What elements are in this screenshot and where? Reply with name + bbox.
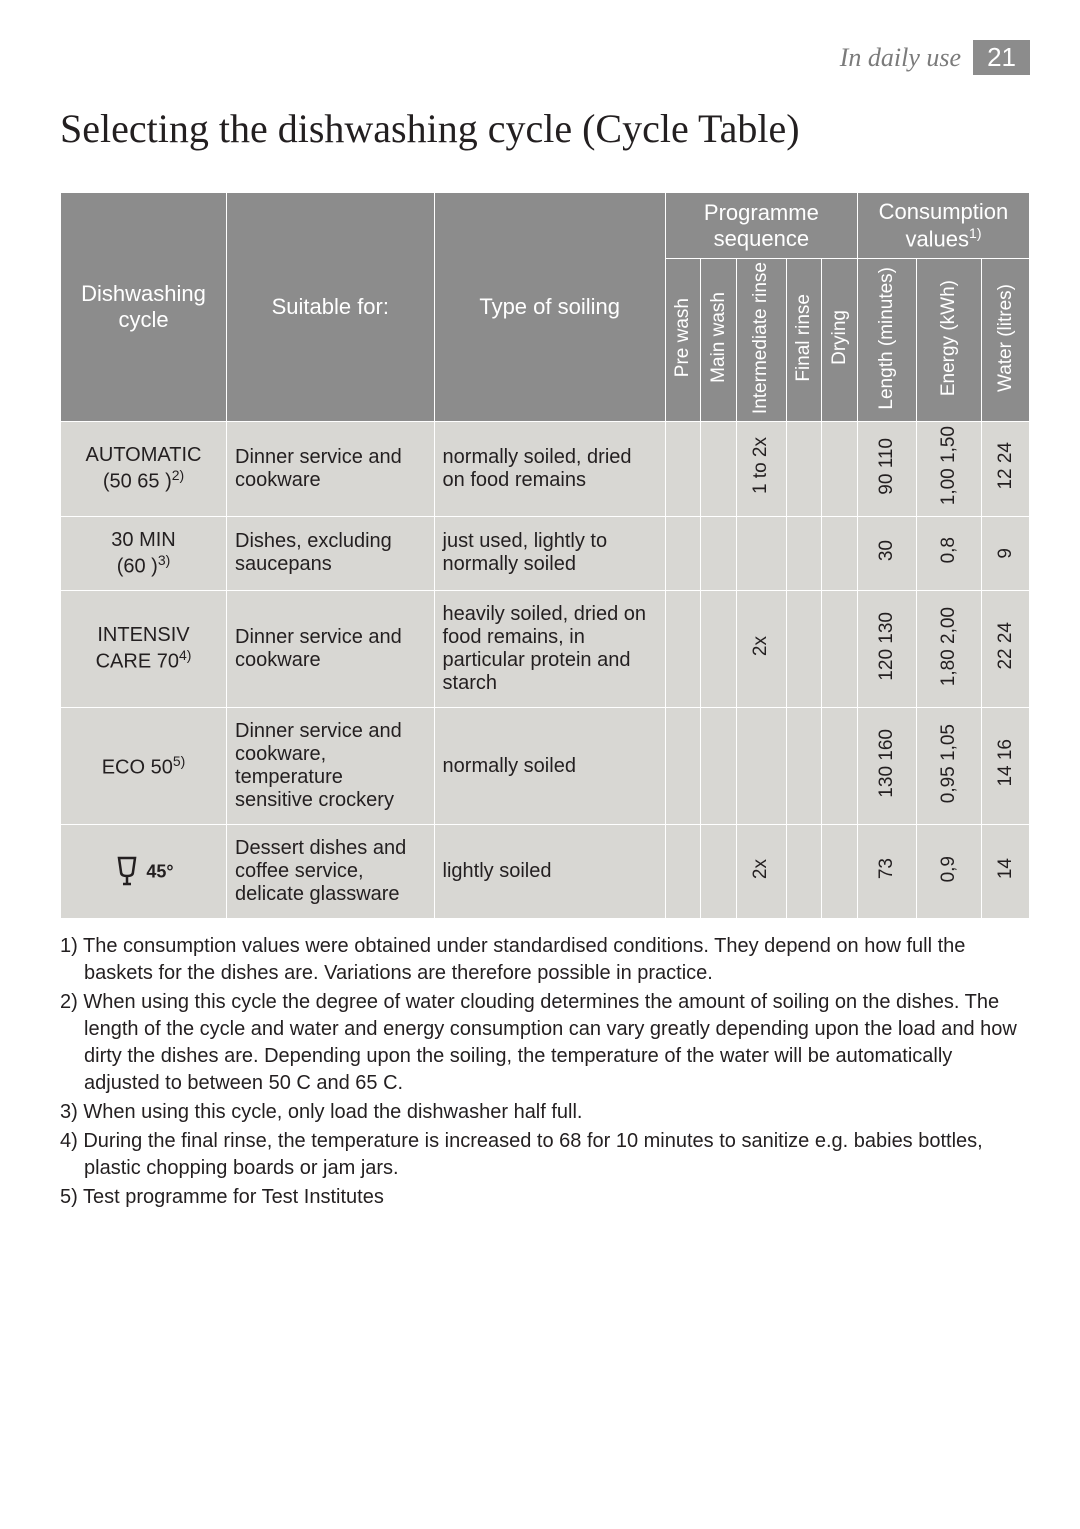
- table-row: ECO 505)Dinner service and cookware, tem…: [61, 708, 1030, 825]
- length-cell: 90 110: [857, 422, 916, 516]
- col-final-rinse: Final rinse: [786, 259, 822, 422]
- water-cell: 9: [982, 516, 1030, 591]
- soiling-cell: normally soiled: [434, 708, 665, 825]
- soiling-cell: lightly soiled: [434, 825, 665, 919]
- cycle-table: Dishwashing cycle Suitable for: Type of …: [60, 192, 1030, 919]
- cycle-cell: 30 MIN(60 )3): [61, 516, 227, 591]
- length-cell: 73: [857, 825, 916, 919]
- page-header: In daily use 21: [60, 40, 1030, 75]
- cycle-cell: 45°: [61, 825, 227, 919]
- seq-cell: [736, 516, 786, 591]
- energy-cell: 0,9: [917, 825, 982, 919]
- water-cell: 22 24: [982, 591, 1030, 708]
- energy-cell: 1,80 2,00: [917, 591, 982, 708]
- col-energy: Energy (kWh): [917, 259, 982, 422]
- seq-cell: [786, 708, 822, 825]
- suitable-cell: Dishes, excluding saucepans: [227, 516, 435, 591]
- seq-cell: [786, 825, 822, 919]
- length-cell: 130 160: [857, 708, 916, 825]
- col-length: Length (minutes): [857, 259, 916, 422]
- col-water: Water (litres): [982, 259, 1030, 422]
- section-label: In daily use: [840, 43, 961, 73]
- water-cell: 14 16: [982, 708, 1030, 825]
- table-row: 30 MIN(60 )3)Dishes, excluding saucepans…: [61, 516, 1030, 591]
- seq-cell: [701, 591, 737, 708]
- soiling-cell: heavily soiled, dried on food remains, i…: [434, 591, 665, 708]
- energy-cell: 1,00 1,50: [917, 422, 982, 516]
- seq-cell: [822, 708, 858, 825]
- seq-cell: [665, 422, 701, 516]
- seq-cell: [665, 825, 701, 919]
- suitable-cell: Dessert dishes and coffee service, delic…: [227, 825, 435, 919]
- col-pre-wash: Pre wash: [665, 259, 701, 422]
- seq-cell: [822, 516, 858, 591]
- col-intermediate: Intermediate rinse: [736, 259, 786, 422]
- cycle-cell: INTENSIVCARE 704): [61, 591, 227, 708]
- footnotes: 1) The consumption values were obtained …: [60, 933, 1030, 1211]
- seq-cell: [822, 422, 858, 516]
- manual-page: In daily use 21 Selecting the dishwashin…: [0, 0, 1080, 1273]
- suitable-cell: Dinner service and cookware: [227, 422, 435, 516]
- energy-cell: 0,95 1,05: [917, 708, 982, 825]
- seq-cell: [736, 708, 786, 825]
- seq-cell: 2x: [736, 825, 786, 919]
- table-row: INTENSIVCARE 704)Dinner service and cook…: [61, 591, 1030, 708]
- seq-cell: [786, 422, 822, 516]
- length-cell: 30: [857, 516, 916, 591]
- suitable-cell: Dinner service and cookware, temperature…: [227, 708, 435, 825]
- col-drying: Drying: [822, 259, 858, 422]
- cycle-cell: ECO 505): [61, 708, 227, 825]
- seq-cell: 1 to 2x: [736, 422, 786, 516]
- seq-cell: [665, 516, 701, 591]
- footnote: 1) The consumption values were obtained …: [60, 933, 1030, 987]
- water-cell: 12 24: [982, 422, 1030, 516]
- water-cell: 14: [982, 825, 1030, 919]
- group-consumption: Consumption values1): [857, 193, 1029, 259]
- col-main-wash: Main wash: [701, 259, 737, 422]
- seq-cell: [665, 591, 701, 708]
- suitable-cell: Dinner service and cookware: [227, 591, 435, 708]
- length-cell: 120 130: [857, 591, 916, 708]
- col-cycle: Dishwashing cycle: [61, 193, 227, 422]
- seq-cell: [701, 708, 737, 825]
- seq-cell: [822, 591, 858, 708]
- seq-cell: [786, 516, 822, 591]
- seq-cell: 2x: [736, 591, 786, 708]
- col-suitable: Suitable for:: [227, 193, 435, 422]
- page-number: 21: [973, 40, 1030, 75]
- footnote: 3) When using this cycle, only load the …: [60, 1099, 1030, 1126]
- seq-cell: [665, 708, 701, 825]
- footnote: 5) Test programme for Test Institutes: [60, 1184, 1030, 1211]
- soiling-cell: just used, lightly to normally soiled: [434, 516, 665, 591]
- soiling-cell: normally soiled, dried on food remains: [434, 422, 665, 516]
- group-programme: Programme sequence: [665, 193, 857, 259]
- footnote: 2) When using this cycle the degree of w…: [60, 989, 1030, 1097]
- table-row: 45°Dessert dishes and coffee service, de…: [61, 825, 1030, 919]
- col-soiling: Type of soiling: [434, 193, 665, 422]
- seq-cell: [786, 591, 822, 708]
- glass-icon: [113, 860, 141, 882]
- energy-cell: 0,8: [917, 516, 982, 591]
- seq-cell: [822, 825, 858, 919]
- table-row: AUTOMATIC(50 65 )2)Dinner service and co…: [61, 422, 1030, 516]
- seq-cell: [701, 422, 737, 516]
- footnote: 4) During the final rinse, the temperatu…: [60, 1128, 1030, 1182]
- seq-cell: [701, 825, 737, 919]
- seq-cell: [701, 516, 737, 591]
- cycle-cell: AUTOMATIC(50 65 )2): [61, 422, 227, 516]
- page-title: Selecting the dishwashing cycle (Cycle T…: [60, 105, 1030, 152]
